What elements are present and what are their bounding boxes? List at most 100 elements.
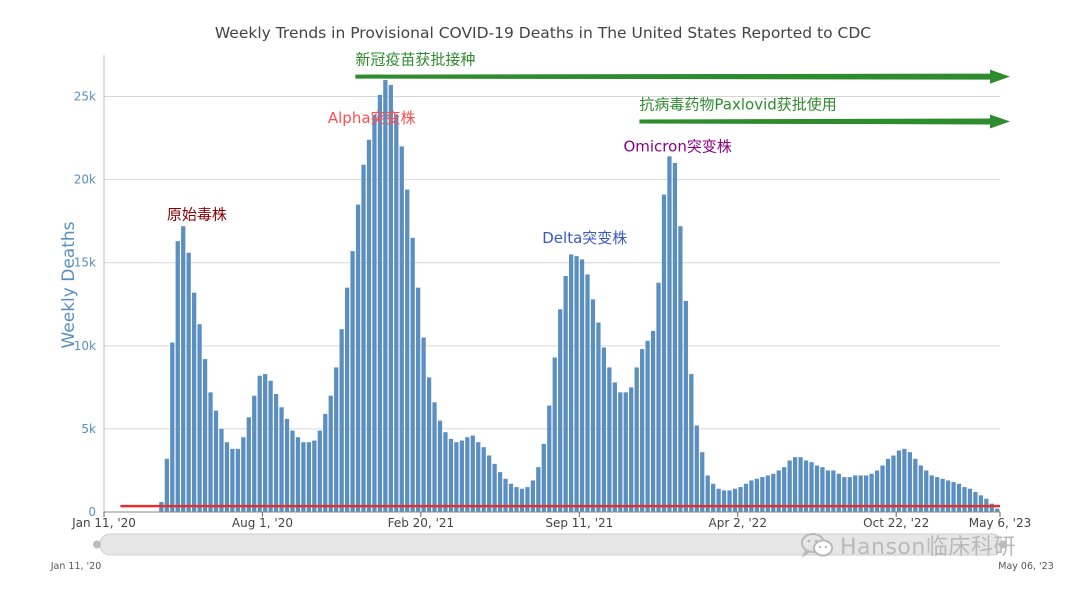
bar [443,432,448,512]
bar [634,367,639,512]
bar [448,438,454,512]
bar [558,309,563,512]
bar [656,282,661,512]
bar [568,254,574,513]
bar [885,458,891,512]
bar [437,420,443,512]
bar [230,448,235,512]
bar [842,477,847,512]
watermark-text: Hanson临床科研 [840,535,1016,560]
bar [508,483,514,512]
bar [181,226,186,513]
bar [902,448,907,512]
range-slider[interactable]: Jan 11, '20 May 06, '23 [50,533,1054,572]
bar [279,407,284,512]
annotation-label: Delta突变株 [542,229,627,247]
bar [661,194,667,512]
bar [383,79,388,513]
bar [732,488,738,512]
bar [623,392,628,512]
bar [290,430,295,512]
bar [683,300,688,512]
bar [601,347,607,512]
bar [241,437,246,512]
y-tick-label: 10k [74,339,96,353]
x-tick-label: Feb 20, '21 [388,516,455,530]
bar [257,375,262,512]
bar [847,477,852,512]
bar [224,442,230,512]
bar [361,164,366,512]
bar [951,482,956,512]
bar [792,457,798,512]
bar [202,359,208,512]
bar [864,475,869,512]
x-tick-label: Apr 2, '22 [709,516,767,530]
bar [295,437,301,512]
bar [579,259,585,512]
bar [716,488,721,512]
bar [891,455,896,512]
annotation-label: 原始毒株 [167,206,227,224]
bar [268,380,273,512]
range-slider-start-label: Jan 11, '20 [50,561,102,572]
y-tick-label: 15k [74,256,96,270]
bar [814,465,820,512]
bar [263,374,268,512]
bar [377,94,383,512]
bar [525,487,530,512]
bar [350,251,355,512]
bar [197,324,202,512]
bar [410,237,415,513]
bar [497,472,503,512]
bar [935,477,940,512]
bar [705,475,710,512]
bar [978,495,984,512]
bar [869,473,874,512]
bar [164,458,169,512]
bar [907,452,912,512]
arrow-label: 抗病毒药物Paxlovid获批使用 [639,95,836,113]
x-tick-label: Jan 11, '20 [71,516,136,530]
bar [487,455,492,512]
bar [317,430,322,512]
annotations: 原始毒株 Alpha突变株 Delta突变株 Omicron突变株 新冠疫苗获批接种抗病… [167,51,1010,247]
bar [421,337,426,512]
range-slider-end-handle[interactable] [999,540,1007,549]
bar [782,467,787,512]
bar [820,467,825,512]
bar [186,252,191,512]
bar [541,443,546,512]
bar [301,442,306,512]
bar [924,470,929,512]
bar [754,478,760,512]
bar [323,413,328,512]
bar [667,156,672,512]
bar [836,473,841,512]
bar [574,256,579,512]
bar [825,470,831,512]
bar [858,475,863,512]
bar [399,146,404,512]
bar [334,367,339,512]
bar [476,442,481,512]
bar [536,467,541,512]
bar [809,462,814,512]
y-tick-label: 0 [88,505,96,519]
bar [672,163,678,512]
bar [995,508,1000,512]
bar [284,418,290,512]
bar [208,392,213,512]
bar [678,226,683,513]
bar [192,292,197,512]
bar [328,395,333,512]
bar [465,437,470,512]
bar [388,84,393,512]
x-tick-label: Oct 22, '22 [863,516,929,530]
bar [738,487,743,512]
bar [743,483,749,512]
chart-title: Weekly Trends in Provisional COVID-19 De… [215,24,871,42]
bar [596,322,601,512]
range-slider-start-handle[interactable] [93,540,101,549]
